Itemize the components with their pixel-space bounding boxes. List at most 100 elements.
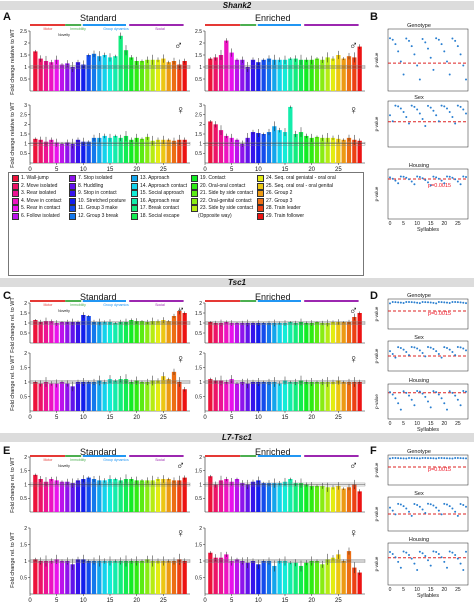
xtick-label-3-0: 0 <box>203 167 207 173</box>
xtick-label-10-25: 25 <box>160 598 167 604</box>
pval-point-4-10 <box>413 346 416 349</box>
legend-swatch <box>191 205 198 213</box>
pval-point-4-13 <box>421 351 424 354</box>
category-label-0-1: Immobility <box>70 27 86 31</box>
bar-5-25 <box>336 322 341 343</box>
pval-point-5-11 <box>416 390 419 392</box>
pval-point-1-6 <box>402 111 405 114</box>
bar-2-17 <box>118 137 123 163</box>
bar-10-18 <box>123 561 129 594</box>
ytick-label-8-1.5: 1.5 <box>20 469 27 475</box>
ytick-label-5-0.5: 0.5 <box>195 331 202 337</box>
pval-ylabel-4: p-value <box>374 348 379 363</box>
pval-xtick-2-0: 0 <box>389 221 392 227</box>
pval-ylabel-5: p-value <box>374 394 379 409</box>
bar-11-9 <box>250 561 256 594</box>
bar-3-18 <box>298 132 304 163</box>
bar-6-14 <box>102 382 107 411</box>
bar-6-8 <box>70 386 75 411</box>
bar-1-11 <box>261 59 266 91</box>
bar-2-10 <box>81 141 86 163</box>
legend-label: 19. Contact <box>200 175 226 181</box>
pval-point-7-14 <box>424 512 427 515</box>
pval-frame-6 <box>387 454 469 486</box>
legend-label: 26. Group 2 <box>266 190 293 196</box>
bar-1-15 <box>282 59 288 91</box>
pval-point-2-16 <box>429 184 432 187</box>
bar-3-17 <box>293 134 298 163</box>
category-bar-0-0-3 <box>129 24 184 26</box>
pval-point-6-13 <box>421 457 424 459</box>
legend-swatch <box>69 175 76 183</box>
bar-4-17 <box>118 322 123 343</box>
legend-label: 20. Oral-oral contact <box>200 182 246 189</box>
bar-9-29 <box>357 491 362 512</box>
bar-10-23 <box>150 561 155 594</box>
bar-4-14 <box>102 322 107 343</box>
legend-item: 3. Rear isolated <box>12 190 62 198</box>
bar-0-19 <box>129 57 134 91</box>
pval-point-5-8 <box>408 394 410 397</box>
pval-frame-8 <box>387 542 469 586</box>
pval-point-1-3 <box>394 104 397 107</box>
bar-5-28 <box>352 317 357 343</box>
pval-point-4-16 <box>429 346 432 349</box>
bar-7-2 <box>213 380 218 411</box>
bar-7-1 <box>208 379 213 411</box>
legend-column-2: 7. Stop isolated 8. Huddling 9. Stop in co… <box>69 175 126 220</box>
pval-point-3-11 <box>416 301 419 304</box>
bar-6-18 <box>123 379 129 411</box>
bar-11-16 <box>288 562 293 594</box>
bar-3-14 <box>277 130 282 163</box>
category-label-2-3: Social <box>155 458 165 462</box>
bar-8-18 <box>123 479 129 512</box>
panel-label-e: E <box>3 445 11 457</box>
legend-item: 12. Group 3 break <box>69 213 126 221</box>
legend-item: 14. Approach contact <box>131 183 187 191</box>
pval-point-3-3 <box>394 301 397 304</box>
pval-point-3-26 <box>456 301 459 304</box>
bar-4-27 <box>171 316 177 343</box>
pval-point-7-16 <box>429 503 432 506</box>
bar-3-5 <box>229 137 234 163</box>
bar-6-20 <box>134 380 139 411</box>
pval-point-7-18 <box>435 506 438 509</box>
bar-7-13 <box>272 382 277 411</box>
xtick-label-2-5: 5 <box>55 167 59 173</box>
legend-item: 16. Approach rear <box>131 198 187 206</box>
pval-point-3-7 <box>405 301 408 303</box>
bar-1-1 <box>208 58 213 91</box>
bar-5-1 <box>208 322 213 343</box>
legend-label: (Opposite way) <box>198 212 232 219</box>
novelty-label-0: Novelty <box>58 33 70 37</box>
bar-7-3 <box>218 380 224 411</box>
bar-1-16 <box>288 58 293 91</box>
pval-point-3-20 <box>440 301 443 304</box>
legend-item: 17. Break contact <box>131 205 187 213</box>
bar-8-24 <box>155 479 161 512</box>
bar-8-21 <box>139 480 145 512</box>
xtick-label-11-5: 5 <box>230 598 234 604</box>
pval-point-3-9 <box>410 301 413 304</box>
bar-2-26 <box>166 139 171 163</box>
bar-7-8 <box>245 383 250 411</box>
bar-0-25 <box>161 58 166 91</box>
bar-9-10 <box>256 480 261 512</box>
legend-label: 17. Break contact <box>140 205 179 211</box>
pval-point-3-21 <box>443 301 446 304</box>
bar-10-9 <box>75 559 81 594</box>
pval-point-6-10 <box>413 457 416 460</box>
pval-point-2-9 <box>410 180 413 183</box>
category-bar-0-1-1 <box>240 24 257 26</box>
pval-xtick-8-20: 20 <box>442 587 448 593</box>
bar-8-16 <box>113 479 118 512</box>
pval-point-0-4 <box>397 50 400 53</box>
pval-point-8-1 <box>389 551 391 554</box>
pval-point-8-15 <box>427 559 429 562</box>
pval-point-2-25 <box>454 178 457 181</box>
xtick-label-2-0: 0 <box>28 167 32 173</box>
male-symbol-a2: ♂ <box>349 38 358 52</box>
bar-0-9 <box>75 62 81 91</box>
bar-5-21 <box>314 322 320 343</box>
legend-item: 27. Group 3 <box>257 198 336 206</box>
